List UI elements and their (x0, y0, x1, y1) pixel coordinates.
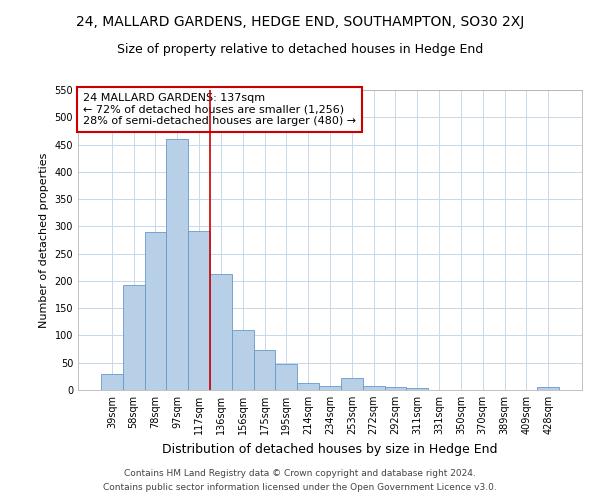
Text: 24, MALLARD GARDENS, HEDGE END, SOUTHAMPTON, SO30 2XJ: 24, MALLARD GARDENS, HEDGE END, SOUTHAMP… (76, 15, 524, 29)
Bar (275, 364, 297, 390)
Bar (166, 139, 188, 390)
Text: 24 MALLARD GARDENS: 137sqm
← 72% of detached houses are smaller (1,256)
28% of s: 24 MALLARD GARDENS: 137sqm ← 72% of deta… (83, 93, 356, 126)
Bar (101, 374, 123, 390)
Bar (188, 230, 210, 390)
Bar (210, 274, 232, 390)
Bar (406, 388, 428, 390)
Y-axis label: Number of detached properties: Number of detached properties (39, 152, 49, 328)
Text: Contains HM Land Registry data © Crown copyright and database right 2024.: Contains HM Land Registry data © Crown c… (124, 468, 476, 477)
Bar (341, 378, 363, 390)
Bar (232, 330, 254, 390)
Bar (537, 388, 559, 390)
Bar (145, 232, 166, 390)
Bar (385, 388, 406, 390)
Bar (254, 350, 275, 390)
Bar (319, 386, 341, 390)
Bar (123, 286, 145, 390)
Bar (297, 384, 319, 390)
Text: Size of property relative to detached houses in Hedge End: Size of property relative to detached ho… (117, 42, 483, 56)
Text: Contains public sector information licensed under the Open Government Licence v3: Contains public sector information licen… (103, 484, 497, 492)
X-axis label: Distribution of detached houses by size in Hedge End: Distribution of detached houses by size … (162, 442, 498, 456)
Bar (363, 386, 385, 390)
